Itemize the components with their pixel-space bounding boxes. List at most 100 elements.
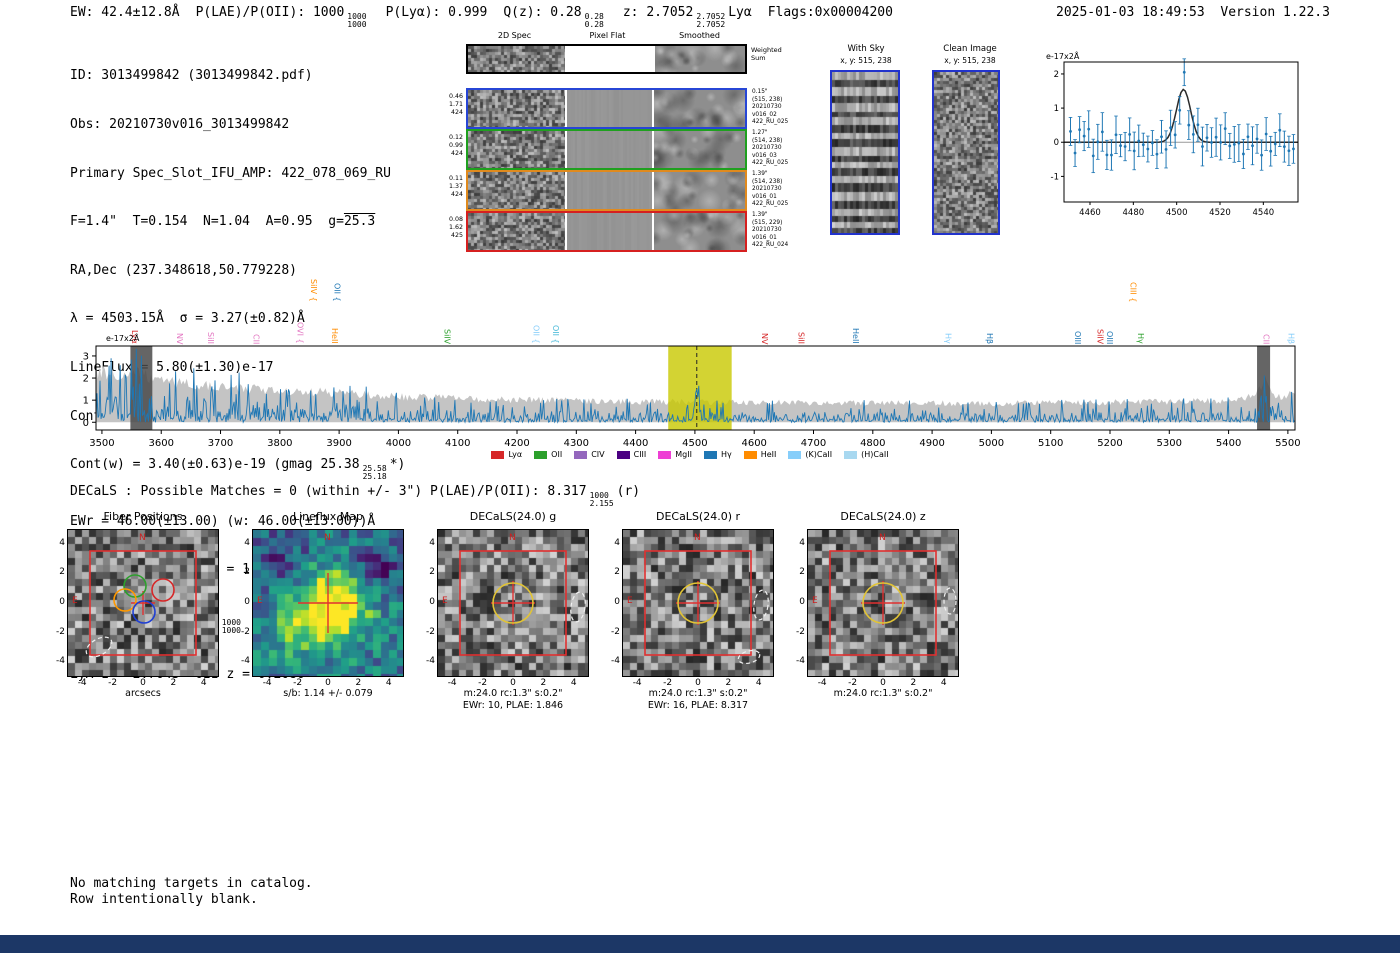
x-tick-label: -4 [447,678,457,688]
timestamp-version: 2025-01-03 18:49:53 Version 1.22.3 [1056,5,1330,20]
spec2d-row-scale-values: 0.46 1.71 424 [448,93,463,116]
spec2d-fine-image [468,172,565,209]
svg-text:5200: 5200 [1097,438,1122,449]
weighted-sum-label-line1: Weighted [751,46,782,54]
emission-line-label: CIII { [1128,281,1138,302]
spec2d-row-annotation: 1.27" (514, 238) 20210730 v016_03 422_RU_025 [752,130,789,167]
emission-line-label: CII [251,333,261,344]
compass-east: E [812,596,818,606]
x-axis-ticks: -4 -2 0 2 4 [438,676,588,688]
gmag-limit: 25.3 [343,214,376,230]
line-fit-plot: 4460 4480 4500 4520 4540 2 1 0 -1 [1040,50,1305,232]
obs-id: Obs: 20210730v016_3013499842 [70,117,290,133]
emission-line-label: SiIV [1095,328,1105,344]
cont-w-close: *) [389,457,406,473]
frac-bottom: 1000 [347,20,367,29]
svg-text:4480: 4480 [1123,208,1145,218]
with-sky-image [830,70,900,235]
svg-text:5500: 5500 [1275,438,1300,449]
legend-item: CIV [574,450,605,459]
spec2d-flat-image [567,131,652,168]
legend-swatch [743,450,757,459]
y-tick-label: 0 [799,597,805,607]
y-tick-label: -4 [56,656,65,667]
panel-title: DECaLS(24.0) z [840,510,926,523]
x-tick-label: -2 [108,678,118,688]
x-tick-label: 4 [940,678,947,688]
legend-item: (K)CaII [788,450,832,459]
svg-text:1: 1 [83,396,89,407]
legend-swatch [658,450,672,459]
compass-north: N [139,533,146,543]
emission-line-label: NV [175,332,185,344]
spec2d-row-annotation: 0.15" (515, 238) 20210730 v016_02 422_RU_025 [752,89,789,126]
svg-text:5300: 5300 [1157,438,1182,449]
compass-north: N [509,533,516,543]
weighted-sum-strip [466,44,747,74]
emission-line-label: SiII [796,331,806,344]
panel-title: Fiber Positions [103,510,183,523]
y-tick-label: 2 [429,567,435,578]
x-tick-label: 0 [140,678,146,688]
frac-top: 25.58 [362,464,387,474]
spec2d-fine-image [468,131,565,168]
svg-text:5000: 5000 [979,438,1004,449]
inset-ylabel: e-17x2Å [1046,52,1080,61]
emission-line-label: SiIV { [309,279,319,302]
lambda-sigma: λ = 4503.15Å σ = 3.27(±0.82)Å [70,311,305,327]
y-tick-label: 0 [59,597,65,607]
main-plot-ylabel: e-17x2Å [106,334,140,343]
decals-r-overlay [644,550,769,665]
compass-east: E [442,596,448,606]
emission-line-label: OII { [551,325,561,344]
bottom-bar [0,935,1400,953]
line-type-label: Lyα [728,5,752,20]
with-sky-title: With Sky [847,44,885,54]
y-tick-label: -2 [611,626,620,637]
ewr: EWr = 46.00(±13.00) (w: 46.00(±13.00))Å [70,513,376,529]
x-tick-label: 2 [170,678,177,688]
svg-text:1: 1 [1054,104,1059,114]
svg-text:4520: 4520 [1209,208,1231,218]
frac-bottom: 0.28 [584,20,604,29]
legend-item: Hγ [703,450,732,459]
spec2d-header-2dspec: 2D Spec [497,31,532,40]
spec2d-row-4: 0.08 1.62 425 1.39" (515, 229) 20210730 v016_0… [444,211,804,252]
x-tick-label: 0 [325,678,331,688]
emission-line-label: Lyα [130,330,140,344]
x-tick-label: -4 [262,678,272,688]
panel-title: DECaLS(24.0) g [469,510,557,523]
panel-xlabel: m:24.0 rc:1.3" s:0.2" [463,688,563,699]
y-tick-label: -2 [426,626,435,637]
cutout-panel-decals-g: DECaLS(24.0) g -4 -2 0 2 4 N E -4 -2 0 2 4 m:24.0… [426,510,589,712]
y-tick-label: 4 [244,537,250,548]
seeing-line: F=1.4" T=0.154 N=1.04 A=0.95 g=25.3 [70,214,405,230]
lineflux-map-overlay [298,573,358,633]
x-axis-ticks: -4 -2 0 2 4 [808,676,958,688]
gmag-frac: 25.58 25.18 [363,465,387,481]
emission-line-label: HeII [329,328,339,344]
svg-text:4400: 4400 [623,438,648,449]
spec2d-header-pixelflat: Pixel Flat [589,31,626,40]
y-tick-label: -4 [796,656,805,667]
legend-item: MgII [658,450,692,459]
spec2d-row-scale-values: 0.11 1.37 424 [448,175,463,198]
panel-title: DECaLS(24.0) r [655,510,741,523]
svg-text:4200: 4200 [504,438,529,449]
svg-text:3: 3 [83,351,89,362]
full-spectrum-plot: 3500 3600 3700 3800 3900 4000 4100 4200 4300 4400… [60,338,1320,454]
legend-swatch [616,450,630,459]
x-tick-label: 0 [880,678,886,688]
ew-value: EW: 42.4±12.8Å [70,5,180,20]
emission-line-label: SiII [206,331,216,344]
panel-xlabel: m:24.0 rc:1.3" s:0.2" [833,688,933,699]
spec2d-smooth-image [654,172,745,209]
svg-text:5400: 5400 [1216,438,1241,449]
svg-text:3500: 3500 [89,438,114,449]
svg-text:2: 2 [1054,70,1059,80]
svg-text:4500: 4500 [682,438,707,449]
panel-xlabel: m:24.0 rc:1.3" s:0.2" [648,688,748,699]
legend-label: (H)CaII [861,450,889,459]
x-tick-label: 2 [910,678,917,688]
ra-dec: RA,Dec (237.348618,50.779228) [70,262,297,278]
